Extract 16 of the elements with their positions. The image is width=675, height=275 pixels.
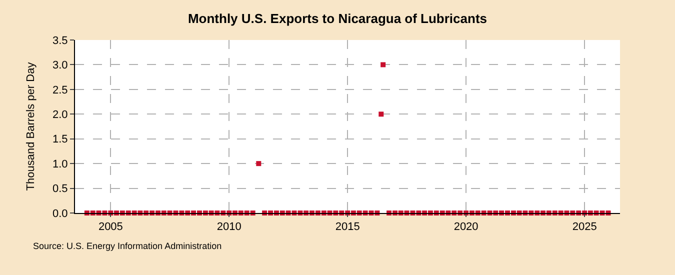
y-tick-label: 2.5 (52, 84, 68, 96)
x-tick-label: 2015 (335, 221, 360, 234)
x-tick-label: 2005 (98, 221, 123, 234)
y-tick-label: 1.0 (52, 158, 68, 170)
source-note: Source: U.S. Energy Information Administration (33, 241, 222, 251)
x-tick-label: 2025 (572, 221, 597, 234)
y-tick-label: 0.5 (52, 183, 68, 196)
x-tick-label: 2020 (454, 221, 478, 234)
y-tick-label: 3.5 (52, 34, 68, 47)
y-tick-label: 1.5 (52, 134, 68, 146)
chart-title: Monthly U.S. Exports to Nicaragua of Lubricants (188, 10, 488, 26)
y-tick-label: 2.0 (52, 108, 68, 121)
x-tick-label: 2010 (216, 221, 242, 234)
y-axis-title: Thousand Barrels per Day (25, 62, 38, 191)
y-tick-label: 0.0 (52, 208, 68, 220)
y-tick-label: 3.0 (52, 60, 68, 72)
